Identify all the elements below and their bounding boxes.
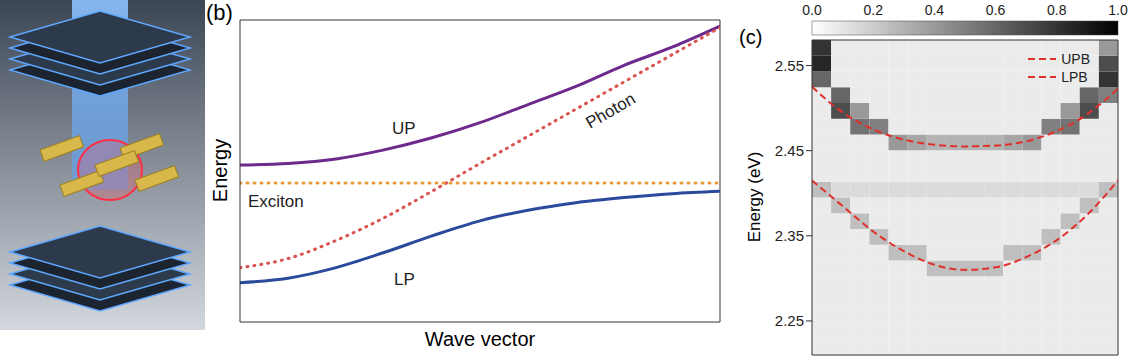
svg-text:UP: UP — [392, 119, 416, 138]
svg-text:0.0: 0.0 — [802, 2, 822, 18]
svg-text:0.8: 0.8 — [1047, 2, 1067, 18]
html-text:Wave vector: Wave vector — [424, 328, 536, 350]
svg-text:0.2: 0.2 — [863, 2, 883, 18]
html-text:UPB: UPB — [1061, 51, 1090, 67]
svg-text:Photon: Photon — [583, 89, 639, 132]
svg-text:Exciton: Exciton — [248, 192, 304, 211]
svg-text:2.35: 2.35 — [775, 227, 804, 244]
svg-text:1.0: 1.0 — [1108, 2, 1128, 18]
html-text:(c): (c) — [739, 26, 763, 48]
svg-text:0.6: 0.6 — [986, 2, 1006, 18]
svg-text:2.25: 2.25 — [775, 312, 804, 329]
svg-text:LP: LP — [394, 270, 415, 289]
html-text:(b): (b) — [206, 0, 233, 25]
svg-text:0.4: 0.4 — [925, 2, 945, 18]
svg-text:2.45: 2.45 — [775, 142, 804, 159]
html-text:Energy (eV): Energy (eV) — [745, 151, 764, 243]
svg-text:2.55: 2.55 — [775, 57, 804, 74]
html-text:LPB: LPB — [1061, 69, 1088, 85]
html-text:Energy: Energy — [208, 138, 231, 203]
